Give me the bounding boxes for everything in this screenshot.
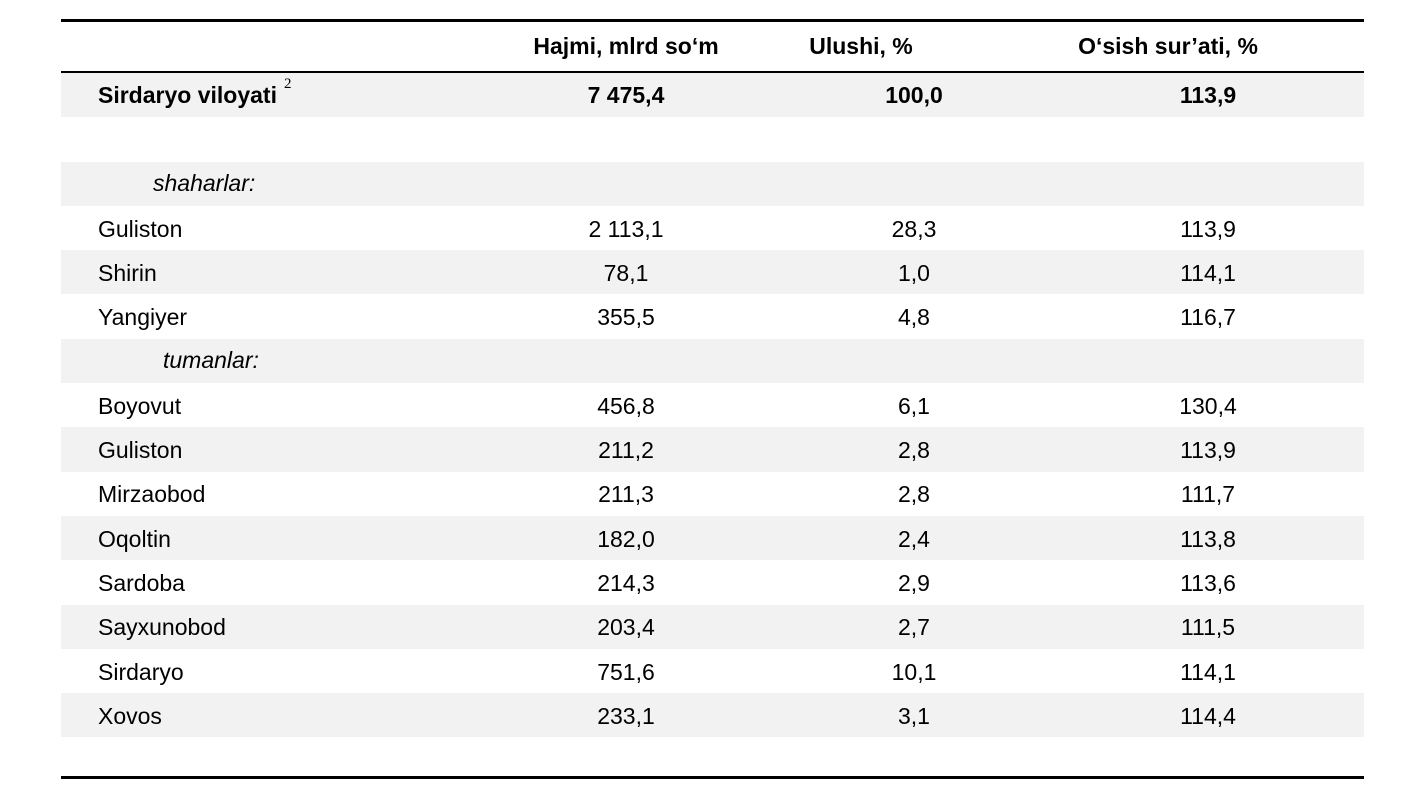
section-label-districts: tumanlar: [163,347,259,374]
row-growth: 130,4 [1179,392,1237,419]
row-share: 3,1 [898,702,930,729]
row-growth: 114,4 [1180,702,1236,729]
row-volume: 203,4 [597,614,655,641]
section-row-districts: tumanlar: [61,338,1364,384]
row-growth: 116,7 [1180,304,1236,331]
row-volume: 211,3 [598,481,654,508]
total-row: Sirdaryo viloyati 2 7 475,4 100,0 113,9 [61,73,1364,118]
row-name: Guliston [98,437,183,464]
table-row: Yangiyer 355,5 4,8 116,7 [61,294,1364,339]
row-growth: 111,5 [1180,614,1236,641]
table-row: Guliston 211,2 2,8 113,9 [61,427,1364,472]
footnote-marker: 2 [283,75,292,92]
row-share: 4,8 [898,304,930,331]
section-label-cities: shaharlar: [153,170,256,197]
total-name: Sirdaryo viloyati [98,81,277,108]
row-share: 2,8 [898,481,930,508]
header-share: Ulushi, % [809,33,913,59]
row-share: 2,8 [898,437,930,464]
table-top-rule [61,19,1364,22]
total-growth: 113,9 [1179,81,1237,108]
total-volume: 7 475,4 [587,81,665,108]
row-share: 2,7 [898,614,930,641]
row-name: Mirzaobod [98,481,206,508]
row-name: Oqoltin [98,525,171,552]
row-growth: 113,9 [1180,215,1236,242]
table-header-row: Hajmi, mlrd so‘m Ulushi, % O‘sish sur’at… [61,22,1364,71]
row-volume: 456,8 [597,392,655,419]
row-share: 1,0 [898,259,930,286]
row-name: Boyovut [98,392,182,419]
row-growth: 113,8 [1180,525,1236,552]
statistics-table: Hajmi, mlrd so‘m Ulushi, % O‘sish sur’at… [61,19,1364,738]
row-name: Yangiyer [98,304,188,331]
table-row: Guliston 2 113,1 28,3 113,9 [61,205,1364,251]
row-growth: 114,1 [1180,658,1236,685]
table-row: Mirzaobod 211,3 2,8 111,7 [61,471,1364,516]
row-volume: 751,6 [597,658,655,685]
row-volume: 2 113,1 [588,215,664,242]
row-share: 10,1 [891,658,937,685]
table-bottom-rule [61,776,1364,779]
header-growth: O‘sish sur’ati, % [1078,33,1258,59]
row-growth: 113,9 [1180,437,1236,464]
table-row: Sayxunobod 203,4 2,7 111,5 [61,604,1364,649]
row-share: 6,1 [898,392,930,419]
row-name: Shirin [98,259,157,286]
table-row: Shirin 78,1 1,0 114,1 [61,250,1364,295]
cities-rows: Guliston 2 113,1 28,3 113,9 Shirin 78,1 1,0 114… [61,205,1364,339]
row-name: Sayxunobod [98,614,226,641]
row-name: Guliston [98,215,183,242]
table-row: Sirdaryo 751,6 10,1 114,1 [61,648,1364,694]
row-share: 2,9 [898,569,930,596]
total-share: 100,0 [885,81,943,108]
table-row: Boyovut 456,8 6,1 130,4 [61,383,1364,428]
row-volume: 78,1 [603,259,649,286]
districts-rows: Boyovut 456,8 6,1 130,4 Guliston 211,2 2,8 113,… [61,383,1364,738]
row-volume: 233,1 [597,702,655,729]
row-volume: 214,3 [597,569,655,596]
row-volume: 182,0 [597,525,655,552]
table-row: Xovos 233,1 3,1 114,4 [61,693,1364,738]
total-name-cell: Sirdaryo viloyati 2 [98,73,291,117]
row-share: 28,3 [891,215,937,242]
row-growth: 114,1 [1180,259,1236,286]
header-volume: Hajmi, mlrd so‘m [533,33,719,59]
row-share: 2,4 [898,525,930,552]
spacer-row [61,117,1364,162]
row-volume: 355,5 [597,304,655,331]
table-row: Oqoltin 182,0 2,4 113,8 [61,515,1364,561]
row-volume: 211,2 [598,437,654,464]
table-row: Sardoba 214,3 2,9 113,6 [61,560,1364,605]
row-growth: 111,7 [1180,481,1236,508]
row-name: Sardoba [98,569,185,596]
row-growth: 113,6 [1180,569,1236,596]
section-row-cities: shaharlar: [61,161,1364,206]
row-name: Sirdaryo [98,658,184,685]
row-name: Xovos [98,702,162,729]
header-rule [61,71,1364,73]
